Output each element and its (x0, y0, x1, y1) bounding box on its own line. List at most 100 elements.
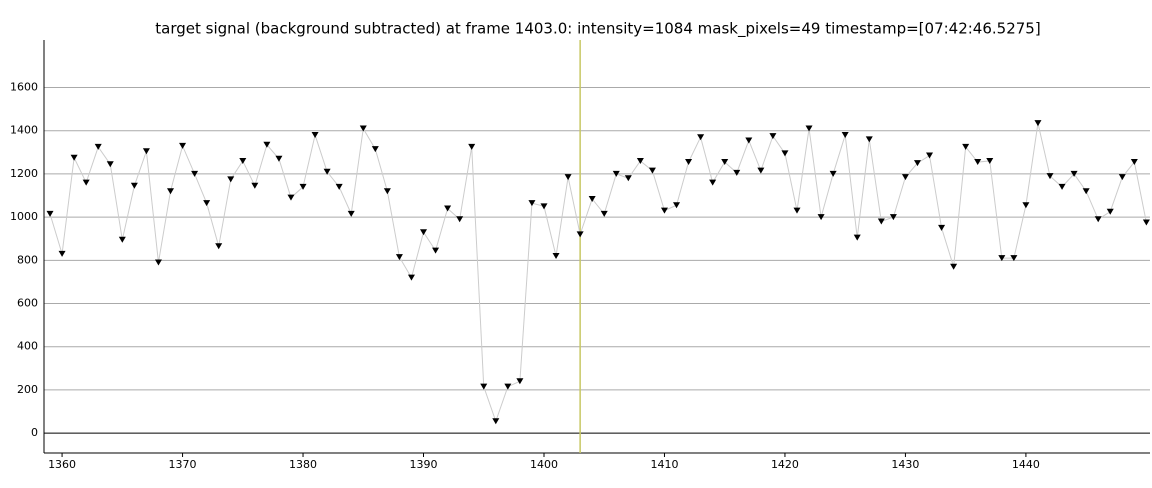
data-point (203, 200, 211, 207)
data-point (660, 207, 668, 214)
data-point (1022, 202, 1030, 209)
data-point (817, 214, 825, 221)
data-point (926, 152, 934, 159)
data-point (974, 159, 982, 166)
data-point (142, 148, 150, 155)
y-tick-label: 1600 (10, 81, 38, 94)
data-point (877, 218, 885, 225)
data-point (275, 155, 283, 162)
data-point (1106, 208, 1114, 215)
y-tick-label: 1400 (10, 124, 38, 137)
x-tick-label: 1440 (1012, 458, 1040, 471)
data-point (1010, 255, 1018, 262)
data-point (323, 168, 331, 175)
data-point (913, 160, 921, 167)
y-tick-label: 200 (17, 383, 38, 396)
data-point (58, 250, 66, 257)
data-point (805, 125, 813, 132)
data-point (648, 167, 656, 174)
data-point (82, 179, 90, 186)
data-point (528, 200, 536, 207)
x-tick-label: 1380 (289, 458, 317, 471)
data-point (444, 205, 452, 212)
data-point (179, 142, 187, 149)
data-point (1046, 173, 1054, 180)
y-tick-label: 1000 (10, 210, 38, 223)
data-point (600, 210, 608, 217)
data-point (986, 157, 994, 164)
y-tick-label: 800 (17, 253, 38, 266)
data-point (673, 202, 681, 209)
data-point (239, 157, 247, 164)
data-point (215, 243, 223, 250)
data-point (347, 210, 355, 217)
data-point (841, 132, 849, 139)
data-point (1070, 170, 1078, 177)
data-point (118, 236, 126, 243)
data-point (420, 229, 428, 236)
x-tick-label: 1410 (650, 458, 678, 471)
data-point (889, 214, 897, 221)
data-point (745, 137, 753, 144)
data-point (769, 133, 777, 140)
data-point (1130, 159, 1138, 166)
data-point (70, 154, 78, 161)
data-point (733, 169, 741, 176)
data-point (407, 274, 415, 281)
y-tick-label: 400 (17, 340, 38, 353)
data-point (757, 167, 765, 174)
y-tick-label: 1200 (10, 167, 38, 180)
data-point (685, 159, 693, 166)
data-point (359, 125, 367, 132)
data-point (1058, 183, 1066, 190)
data-point (793, 207, 801, 214)
data-point (588, 195, 596, 202)
data-point (1142, 219, 1150, 226)
data-point (1082, 188, 1090, 195)
series-line (49, 123, 1147, 423)
data-point (865, 136, 873, 143)
data-point (1034, 120, 1042, 127)
data-point (130, 182, 138, 189)
data-point (46, 210, 54, 217)
data-point (335, 183, 343, 190)
data-point (395, 254, 403, 261)
data-point (311, 132, 319, 139)
chart-title: target signal (background subtracted) at… (155, 20, 1040, 39)
data-point (938, 224, 946, 231)
data-point (853, 234, 861, 241)
data-point (540, 203, 548, 210)
data-point (950, 263, 958, 270)
data-point (468, 143, 476, 150)
y-tick-label: 600 (17, 297, 38, 310)
x-tick-label: 1420 (771, 458, 799, 471)
data-point (106, 161, 114, 168)
data-point (612, 170, 620, 177)
data-point (191, 170, 199, 177)
data-point (1094, 216, 1102, 223)
x-tick-label: 1360 (48, 458, 76, 471)
data-point (901, 174, 909, 181)
data-point (299, 183, 307, 190)
data-point (432, 247, 440, 254)
data-point (227, 176, 235, 183)
data-point (1118, 174, 1126, 181)
data-point (552, 253, 560, 260)
data-point (263, 141, 271, 148)
x-tick-label: 1430 (891, 458, 919, 471)
data-point (371, 146, 379, 153)
data-point (383, 188, 391, 195)
data-point (998, 255, 1006, 262)
data-point (167, 188, 175, 195)
data-point (456, 216, 464, 223)
x-tick-label: 1390 (410, 458, 438, 471)
data-point (154, 259, 162, 266)
data-point (94, 143, 102, 150)
data-point (721, 159, 729, 166)
x-tick-label: 1400 (530, 458, 558, 471)
data-point (781, 150, 789, 157)
data-point (504, 383, 512, 390)
data-point (636, 157, 644, 164)
data-point (709, 179, 717, 186)
x-tick-label: 1370 (169, 458, 197, 471)
